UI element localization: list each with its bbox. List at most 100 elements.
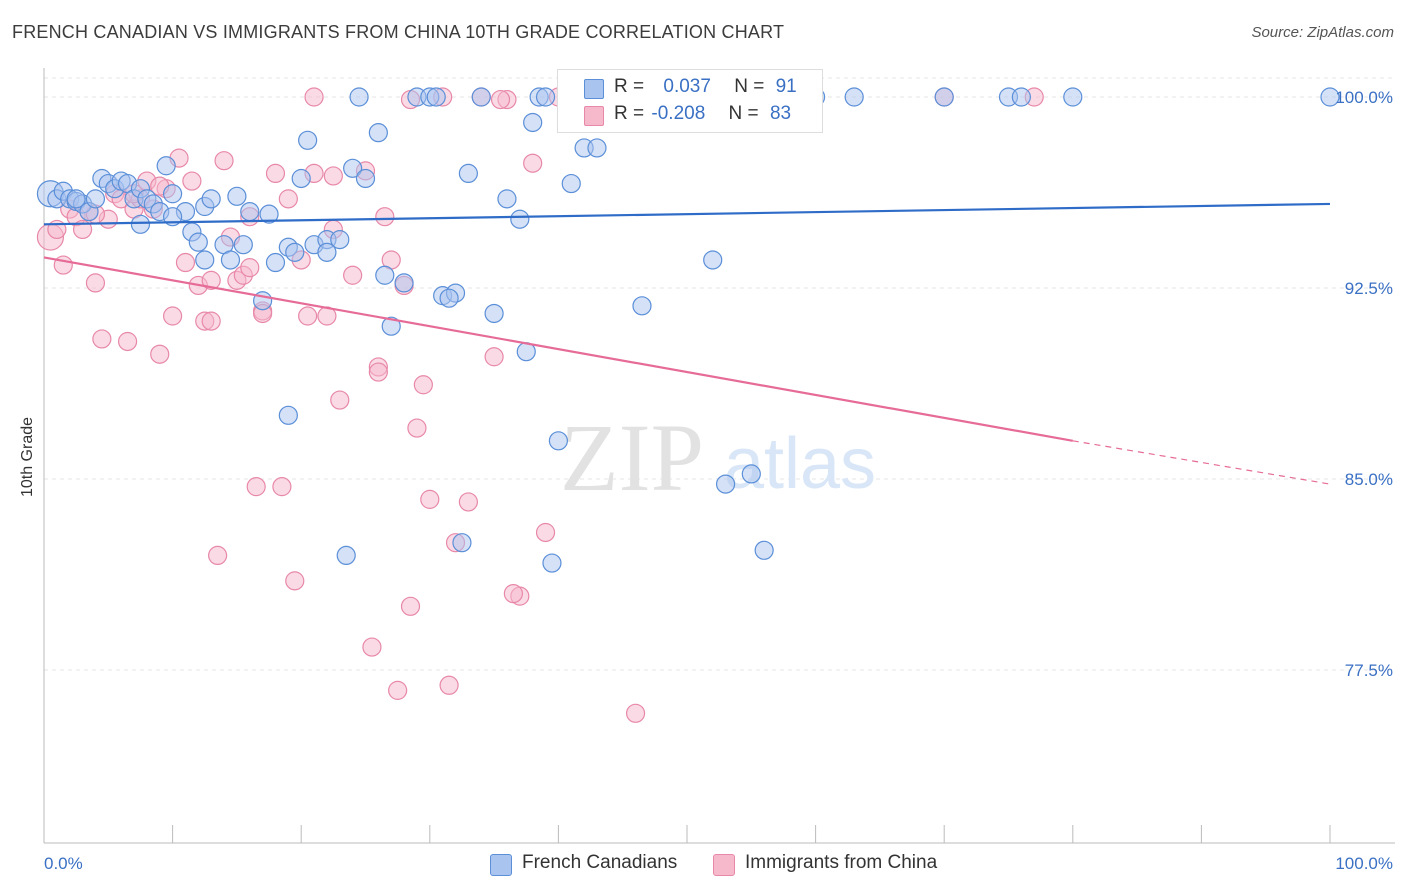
data-point (349, 87, 369, 107)
data-point (343, 265, 363, 285)
data-point (561, 173, 581, 194)
data-point (503, 583, 523, 604)
data-point (336, 545, 356, 566)
data-point (240, 202, 260, 222)
legend-label: French Canadians (522, 852, 678, 873)
data-point (362, 637, 382, 657)
data-point (220, 250, 241, 270)
data-point (754, 540, 774, 560)
data-point (535, 522, 556, 543)
data-point (343, 158, 363, 178)
legend-label: Immigrants from China (745, 852, 938, 873)
data-point (304, 87, 324, 107)
legend-r-label: R = (614, 103, 645, 124)
legend-swatch-pink (713, 854, 735, 876)
watermark-zip: ZIP (560, 404, 704, 511)
data-point (452, 533, 472, 553)
data-point (375, 207, 395, 227)
data-point (484, 347, 504, 367)
data-point (117, 331, 138, 352)
data-point (298, 306, 318, 326)
data-point (587, 138, 607, 158)
data-point (72, 219, 93, 240)
data-point (285, 571, 305, 591)
data-point (233, 235, 253, 255)
data-point (844, 87, 864, 107)
data-point (330, 390, 350, 410)
x-tick-label: 100.0% (1335, 854, 1393, 873)
data-point (458, 492, 478, 512)
data-point (85, 273, 106, 293)
data-point (265, 163, 286, 183)
data-point (92, 329, 112, 349)
legend-r-value: 0.037 (663, 76, 711, 97)
data-point (471, 87, 491, 107)
data-point (632, 296, 652, 316)
legend-r-value: -0.208 (651, 103, 706, 124)
data-point (741, 464, 761, 484)
data-point (355, 168, 376, 189)
data-point (548, 431, 569, 451)
data-point (150, 344, 170, 364)
legend-swatch-blue (584, 79, 604, 99)
trend-lines (43, 202, 1331, 485)
data-point (214, 151, 234, 171)
data-point (175, 252, 196, 273)
legend-n-value: 91 (775, 76, 797, 97)
series-french-canadians (36, 87, 1340, 573)
legend-r-label: R = (614, 76, 645, 97)
data-point (394, 273, 414, 293)
y-tick-label: 100.0% (1335, 88, 1393, 107)
data-point (1011, 87, 1031, 107)
data-point (265, 252, 286, 273)
data-point (285, 242, 305, 262)
data-point (625, 703, 646, 723)
data-point (458, 163, 478, 183)
data-point (227, 186, 247, 206)
y-tick-label: 85.0% (1345, 470, 1393, 489)
data-point (497, 189, 517, 209)
data-point (439, 675, 459, 695)
source-credit: Source: ZipAtlas.com (1251, 24, 1394, 41)
data-point (278, 405, 298, 425)
data-point (208, 545, 228, 566)
data-point (381, 316, 401, 336)
data-point (201, 189, 221, 209)
data-point (388, 680, 408, 700)
data-point (298, 130, 318, 150)
data-point (317, 242, 337, 262)
data-point (323, 166, 343, 186)
data-point (188, 232, 208, 252)
data-point (407, 418, 427, 438)
data-point (484, 303, 504, 324)
data-point (201, 270, 221, 290)
data-point (420, 489, 440, 509)
data-point (535, 87, 556, 107)
data-point (934, 87, 954, 107)
trend-line-immigrants-from-china (43, 256, 1073, 442)
trend-line-dashed-extension (1072, 440, 1331, 485)
data-point (490, 89, 511, 110)
y-axis-label: 10th Grade (19, 416, 36, 498)
y-tick-label: 92.5% (1345, 279, 1393, 298)
data-point (523, 112, 543, 133)
data-point (291, 168, 311, 189)
data-point (85, 189, 106, 209)
data-point (375, 265, 395, 285)
data-point (330, 230, 350, 250)
data-point (195, 250, 215, 270)
series-immigrants-from-china (36, 87, 1044, 723)
y-tick-label: 77.5% (1345, 661, 1393, 680)
data-point (163, 306, 183, 326)
data-point (439, 288, 459, 308)
data-point (201, 311, 221, 331)
x-tick-label: 0.0% (44, 854, 83, 873)
correlation-legend: R = 0.037 N = 91 R = -0.208 N = 83 (557, 69, 823, 133)
data-point (510, 209, 530, 229)
data-point (413, 375, 433, 395)
chart-title: FRENCH CANADIAN VS IMMIGRANTS FROM CHINA… (12, 22, 785, 42)
data-point (1320, 87, 1340, 107)
grid-lines (44, 77, 1395, 671)
data-point (156, 156, 176, 176)
